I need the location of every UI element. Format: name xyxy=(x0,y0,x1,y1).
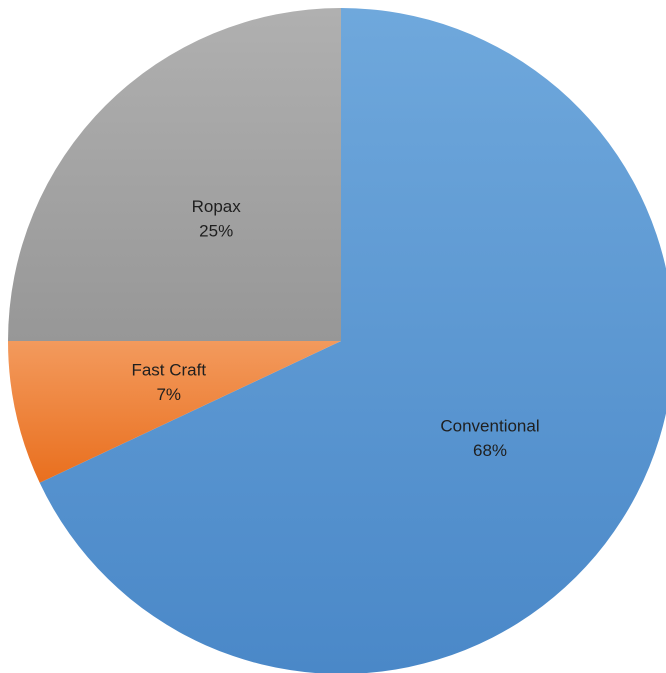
data-label-fast-craft: Fast Craft 7% xyxy=(131,360,206,404)
pie-slice-ropax xyxy=(8,8,341,341)
slices-layer xyxy=(8,8,666,673)
data-label-percent: 68% xyxy=(473,441,507,460)
data-label-category: Fast Craft xyxy=(131,360,206,379)
data-label-percent: 7% xyxy=(156,385,181,404)
labels-layer: Conventional 68% Fast Craft 7% Ropax 25% xyxy=(131,197,539,460)
pie-slice-fast-craft xyxy=(8,341,341,483)
data-label-conventional: Conventional 68% xyxy=(440,416,539,460)
data-label-percent: 25% xyxy=(199,222,233,241)
data-label-category: Ropax xyxy=(192,197,242,216)
data-label-ropax: Ropax 25% xyxy=(192,197,242,241)
pie-slice-conventional xyxy=(39,8,666,673)
data-label-category: Conventional xyxy=(440,416,539,435)
